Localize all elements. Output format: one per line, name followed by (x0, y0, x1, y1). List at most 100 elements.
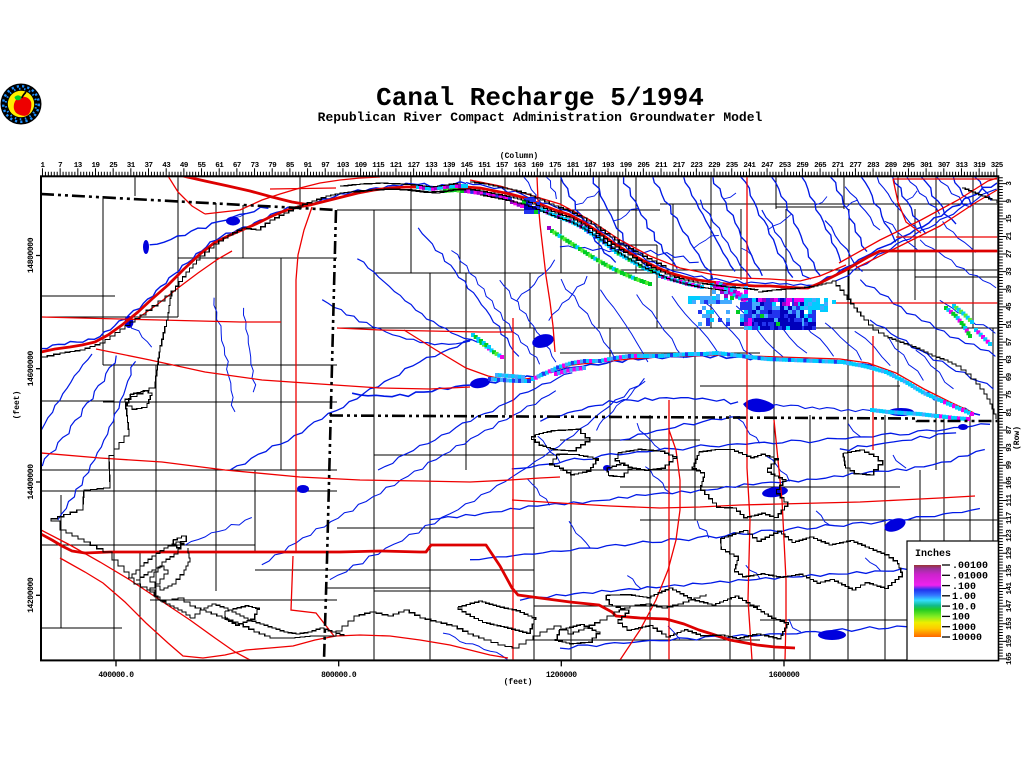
svg-text:14200000: 14200000 (27, 577, 36, 613)
svg-text:157: 157 (496, 162, 508, 170)
svg-text:147: 147 (1006, 600, 1014, 612)
svg-text:199: 199 (620, 162, 633, 170)
svg-text:67: 67 (233, 162, 241, 170)
svg-text:283: 283 (867, 162, 880, 170)
svg-text:105: 105 (1006, 476, 1014, 489)
svg-text:295: 295 (902, 162, 915, 170)
svg-text:139: 139 (443, 162, 456, 170)
svg-text:121: 121 (390, 162, 403, 170)
svg-text:163: 163 (514, 162, 527, 170)
svg-text:229: 229 (708, 162, 721, 170)
svg-text:75: 75 (1006, 390, 1014, 399)
svg-text:1: 1 (40, 162, 45, 170)
svg-text:97: 97 (321, 162, 329, 170)
svg-text:Inches: Inches (915, 548, 951, 560)
svg-text:109: 109 (355, 162, 368, 170)
svg-text:15: 15 (1006, 214, 1014, 223)
svg-text:.01000: .01000 (952, 572, 988, 583)
svg-text:165: 165 (1006, 652, 1014, 665)
svg-text:45: 45 (1006, 302, 1014, 311)
svg-text:85: 85 (286, 162, 295, 170)
svg-text:115: 115 (372, 162, 385, 170)
svg-text:271: 271 (832, 162, 845, 170)
svg-text:13: 13 (74, 162, 83, 170)
svg-text:49: 49 (180, 162, 189, 170)
svg-text:Republican River Compact Admin: Republican River Compact Administration … (318, 110, 763, 125)
svg-text:7: 7 (58, 162, 62, 170)
svg-text:57: 57 (1006, 338, 1014, 346)
svg-text:301: 301 (920, 162, 933, 170)
svg-text:313: 313 (955, 162, 968, 170)
svg-text:51: 51 (1006, 320, 1014, 329)
svg-text:14800000: 14800000 (27, 237, 36, 273)
svg-text:.100: .100 (952, 582, 976, 593)
svg-text:1.00: 1.00 (952, 592, 976, 603)
svg-text:800000.0: 800000.0 (321, 671, 357, 680)
svg-text:91: 91 (304, 162, 313, 170)
svg-text:133: 133 (425, 162, 438, 170)
svg-text:127: 127 (408, 162, 420, 170)
svg-text:319: 319 (973, 162, 986, 170)
svg-text:325: 325 (991, 162, 1004, 170)
svg-text:19: 19 (91, 162, 100, 170)
svg-text:(feet): (feet) (13, 391, 22, 420)
svg-text:10.0: 10.0 (952, 602, 976, 613)
svg-text:187: 187 (584, 162, 596, 170)
svg-text:247: 247 (761, 162, 773, 170)
svg-text:87: 87 (1006, 426, 1014, 434)
svg-text:(feet): (feet) (504, 678, 533, 687)
svg-text:111: 111 (1006, 494, 1014, 507)
svg-text:400000.0: 400000.0 (98, 671, 134, 680)
svg-text:63: 63 (1006, 355, 1014, 364)
svg-text:175: 175 (549, 162, 562, 170)
svg-text:253: 253 (779, 162, 792, 170)
svg-text:37: 37 (144, 162, 152, 170)
svg-text:241: 241 (743, 162, 756, 170)
svg-text:211: 211 (655, 162, 668, 170)
svg-text:(Column): (Column) (500, 152, 538, 161)
svg-text:10000: 10000 (952, 633, 982, 644)
svg-text:43: 43 (162, 162, 171, 170)
svg-text:.00100: .00100 (952, 561, 988, 572)
svg-text:79: 79 (268, 162, 277, 170)
svg-text:93: 93 (1006, 443, 1014, 452)
svg-text:14400000: 14400000 (27, 464, 36, 500)
svg-text:69: 69 (1006, 372, 1014, 381)
svg-text:3: 3 (1006, 181, 1014, 186)
svg-text:123: 123 (1006, 529, 1014, 542)
svg-text:265: 265 (814, 162, 827, 170)
svg-text:31: 31 (127, 162, 136, 170)
svg-text:135: 135 (1006, 564, 1014, 577)
svg-text:151: 151 (478, 162, 491, 170)
svg-text:193: 193 (602, 162, 615, 170)
svg-text:205: 205 (637, 162, 650, 170)
svg-text:169: 169 (531, 162, 544, 170)
svg-text:100: 100 (952, 613, 970, 624)
svg-text:141: 141 (1006, 582, 1014, 595)
svg-text:9: 9 (1006, 198, 1014, 203)
svg-text:117: 117 (1006, 512, 1014, 524)
svg-text:27: 27 (1006, 250, 1014, 258)
svg-text:181: 181 (567, 162, 580, 170)
svg-text:259: 259 (796, 162, 809, 170)
svg-text:277: 277 (849, 162, 861, 170)
svg-text:99: 99 (1006, 460, 1014, 469)
svg-text:25: 25 (109, 162, 118, 170)
svg-text:81: 81 (1006, 408, 1014, 417)
svg-text:14600000: 14600000 (27, 351, 36, 387)
svg-text:307: 307 (938, 162, 950, 170)
svg-text:39: 39 (1006, 284, 1014, 293)
svg-text:217: 217 (673, 162, 685, 170)
svg-text:Canal Recharge 5/1994: Canal Recharge 5/1994 (376, 83, 704, 113)
svg-text:145: 145 (461, 162, 474, 170)
svg-text:103: 103 (337, 162, 350, 170)
svg-text:129: 129 (1006, 546, 1014, 559)
svg-text:61: 61 (215, 162, 224, 170)
svg-text:(Row): (Row) (1013, 426, 1022, 450)
svg-text:21: 21 (1006, 231, 1014, 240)
svg-text:159: 159 (1006, 634, 1014, 647)
svg-text:153: 153 (1006, 617, 1014, 630)
svg-text:235: 235 (726, 162, 739, 170)
svg-text:55: 55 (197, 162, 206, 170)
svg-text:223: 223 (690, 162, 703, 170)
